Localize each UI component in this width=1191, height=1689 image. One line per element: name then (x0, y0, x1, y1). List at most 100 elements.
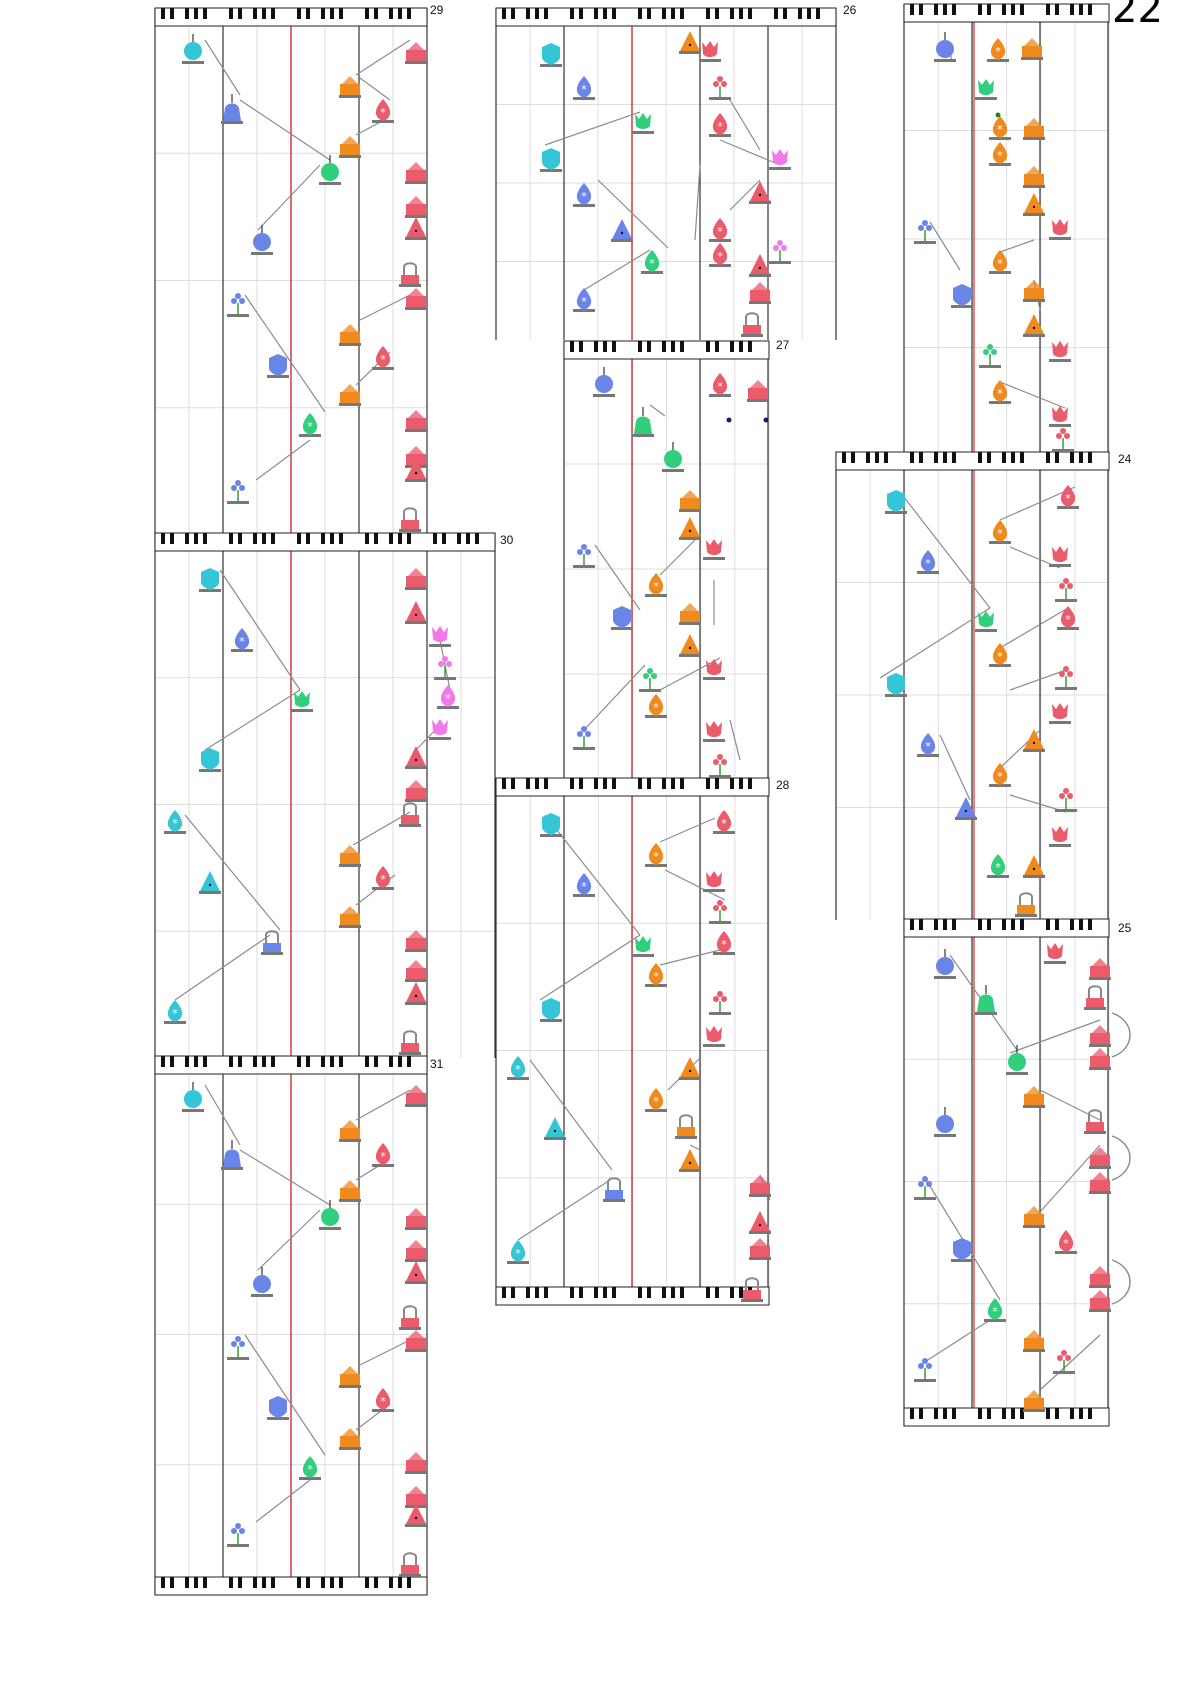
note-stem-base (1023, 875, 1045, 878)
black-key (978, 4, 982, 15)
tulip-icon (706, 539, 722, 555)
cake-note (405, 960, 427, 982)
drop-icon (992, 142, 1008, 164)
note-mark: * (581, 295, 587, 308)
voice-line (517, 1179, 611, 1241)
melon-icon (406, 982, 426, 1002)
note-stem-base (267, 1417, 289, 1420)
drop-note: * (984, 1298, 1006, 1322)
black-key (185, 533, 189, 544)
black-key (544, 1287, 548, 1298)
shield-icon (613, 606, 631, 628)
note-stem-base (1089, 1191, 1111, 1194)
tie-curve (1111, 1135, 1131, 1181)
note-stem-base (1057, 627, 1079, 630)
lamp-note (399, 1552, 421, 1577)
note-stem-base (231, 649, 253, 652)
note-mark: * (925, 740, 931, 753)
note-stem-base (372, 367, 394, 370)
note-stem-base (372, 887, 394, 890)
voice-line (719, 139, 781, 166)
note-stem-base (709, 97, 731, 100)
note-stem-base (1089, 1309, 1111, 1312)
note-stem-base (1089, 1285, 1111, 1288)
black-key (739, 8, 743, 19)
shield-note (885, 673, 907, 697)
melon-seed (414, 471, 418, 475)
flower-petal (987, 344, 993, 350)
drop-icon (1058, 1230, 1074, 1252)
cake-note (339, 76, 361, 98)
note-stem-base (679, 654, 701, 657)
note-stem-base (544, 1137, 566, 1140)
voice-line (1009, 669, 1067, 691)
drop-note: * (573, 288, 595, 312)
lamp-icon (401, 1318, 419, 1327)
measure-number-25: 25 (1118, 921, 1132, 935)
shield-icon (201, 748, 219, 770)
flower-petal (717, 900, 723, 906)
note-stem-base (679, 622, 701, 625)
flower-petal (585, 549, 591, 555)
black-key (706, 778, 710, 789)
melon-note (405, 459, 427, 482)
note-stem-base (662, 469, 684, 472)
black-key (943, 452, 947, 463)
flower-icon (577, 549, 583, 555)
drop-note: * (507, 1240, 529, 1264)
cake-top (342, 1366, 358, 1374)
black-key (339, 1577, 343, 1588)
cake-top (1092, 1172, 1108, 1180)
note-stem-base (221, 121, 243, 124)
note-stem-base (1089, 1067, 1111, 1070)
melon-note (405, 601, 427, 624)
flower-petal (585, 731, 591, 737)
note-stem-base (339, 864, 361, 867)
cake-icon (340, 332, 360, 343)
cake-note (405, 1240, 427, 1262)
black-key (603, 778, 607, 789)
lamp-icon (1086, 998, 1104, 1007)
black-key (952, 452, 956, 463)
black-key (680, 341, 684, 352)
tulip-icon (432, 626, 448, 642)
melon-note (405, 1261, 427, 1284)
black-key (570, 1287, 574, 1298)
cake-top (408, 288, 424, 296)
black-key (884, 452, 888, 463)
staff-m25 (903, 919, 1110, 1426)
note-stem-base (749, 1257, 771, 1260)
cake-icon (1022, 46, 1042, 57)
black-key (680, 1287, 684, 1298)
black-key (365, 533, 369, 544)
black-key (297, 533, 301, 544)
cake-note (339, 324, 361, 346)
flower-note (914, 1176, 936, 1200)
black-key (978, 1408, 982, 1419)
black-key (671, 341, 675, 352)
cake-icon (340, 144, 360, 155)
tulip-icon (1052, 219, 1068, 235)
flower-icon (1057, 1355, 1063, 1361)
black-key (638, 778, 642, 789)
note-stem-base (1055, 809, 1077, 812)
black-key (407, 1577, 411, 1588)
drop-note: * (573, 183, 595, 207)
black-key (1020, 452, 1024, 463)
note-stem-base (405, 61, 427, 64)
shield-note (199, 748, 221, 772)
note-stem-base (227, 1544, 249, 1547)
black-key (433, 533, 437, 544)
voice-line (597, 179, 669, 249)
keyboard-top (903, 918, 1110, 938)
flower-note (914, 220, 936, 244)
note-stem-base (989, 401, 1011, 404)
flower-petal (1063, 666, 1069, 672)
cake-top (1026, 1330, 1042, 1338)
note-mark: * (1063, 1237, 1069, 1250)
black-key (271, 8, 275, 19)
flower-note (914, 1358, 936, 1382)
cake-note (1089, 1172, 1111, 1194)
black-key (271, 533, 275, 544)
melon-seed (553, 1129, 557, 1133)
